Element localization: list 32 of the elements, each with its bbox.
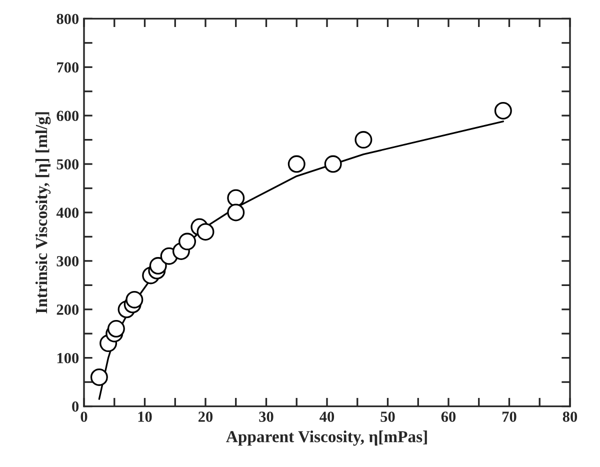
y-tick-label: 800	[56, 14, 79, 24]
x-tick-label: 50	[380, 412, 395, 422]
point	[196, 223, 214, 241]
y-tick-label: 500	[56, 159, 79, 170]
x-tick-label: 30	[259, 412, 274, 422]
point	[126, 290, 144, 308]
point	[149, 257, 167, 275]
y-tick-label: 200	[56, 304, 79, 315]
x-tick-label: 80	[562, 412, 578, 422]
point	[90, 368, 108, 386]
y-tick-label: 300	[56, 256, 79, 266]
x-tick-label: 70	[502, 412, 516, 422]
y-tick-label: 400	[56, 208, 79, 218]
point	[227, 204, 245, 222]
point	[324, 155, 342, 173]
x-tick-label: 10	[138, 412, 152, 422]
point	[494, 102, 512, 120]
x-axis-title: Apparent Viscosity, η[mPas]	[226, 430, 427, 446]
x-tick-label: 40	[320, 412, 334, 422]
point	[107, 320, 125, 338]
point	[288, 155, 306, 173]
x-tick-label: 60	[441, 412, 456, 422]
y-tick-label: 100	[57, 352, 79, 364]
point	[178, 232, 196, 250]
point	[354, 131, 372, 149]
x-tick-label: 0	[80, 412, 88, 422]
y-tick-label: 600	[56, 110, 79, 122]
y-tick-label: 0	[72, 401, 79, 412]
y-axis-title: Intrinsic Viscosity, [η] [ml/g]	[35, 112, 51, 314]
point	[227, 189, 245, 207]
x-tick-label: 20	[198, 412, 213, 422]
y-tick-label: 700	[57, 62, 79, 73]
